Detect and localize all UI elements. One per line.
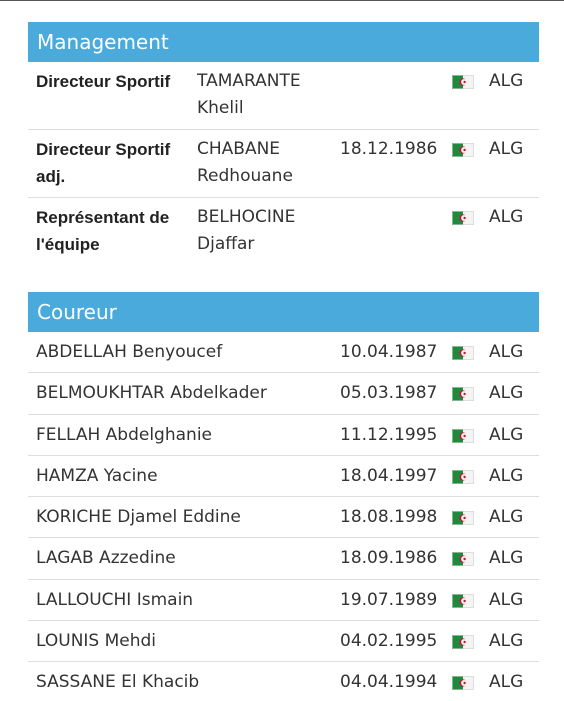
algeria-flag-icon bbox=[452, 428, 474, 443]
rider-row: LOUNIS Mehdi 04.02.1995 ALG bbox=[28, 621, 539, 663]
nationality-code: ALG bbox=[489, 207, 524, 227]
nationality-code: ALG bbox=[489, 631, 524, 652]
nationality-code: ALG bbox=[489, 383, 524, 404]
staff-name-link[interactable]: BELHOCINE Djaffar bbox=[197, 207, 296, 254]
rider-row: BELMOUKHTAR Abdelkader 05.03.1987 ALG bbox=[28, 373, 539, 415]
rider-birthdate: 10.04.1987 bbox=[340, 342, 438, 362]
rider-birthdate: 19.07.1989 bbox=[340, 589, 438, 610]
management-row: Représentant de l'équipe BELHOCINE Djaff… bbox=[28, 198, 539, 266]
rider-name-link[interactable]: BELMOUKHTAR Abdelkader bbox=[36, 383, 267, 404]
rider-birthdate: 04.04.1994 bbox=[340, 672, 438, 693]
rider-row: LAGAB Azzedine 18.09.1986 ALG bbox=[28, 538, 539, 580]
rider-name-link[interactable]: FELLAH Abdelghanie bbox=[36, 424, 213, 445]
algeria-flag-icon bbox=[452, 75, 474, 89]
rider-row: KORICHE Djamel Eddine 18.08.1998 ALG bbox=[28, 497, 539, 539]
staff-role: Représentant de l'équipe bbox=[36, 208, 170, 254]
rider-name-link[interactable]: LOUNIS Mehdi bbox=[36, 631, 157, 652]
rider-name-link[interactable]: SASSANE El Khacib bbox=[36, 672, 200, 693]
management-header: Management bbox=[28, 22, 539, 62]
rider-row: SASSANE El Khacib 04.04.1994 ALG bbox=[28, 662, 539, 701]
riders-section: Coureur ABDELLAH Benyoucef 10.04.1987 AL… bbox=[28, 292, 539, 701]
rider-row: HAMZA Yacine 18.04.1997 ALG bbox=[28, 456, 539, 498]
staff-name-link[interactable]: TAMARANTE Khelil bbox=[197, 71, 301, 118]
staff-role: Directeur Sportif bbox=[36, 72, 171, 91]
nationality-code: ALG bbox=[489, 465, 524, 486]
nationality-code: ALG bbox=[489, 507, 524, 528]
nationality-code: ALG bbox=[489, 548, 524, 569]
nationality-code: ALG bbox=[489, 424, 524, 445]
nationality-code: ALG bbox=[489, 139, 524, 159]
management-row: Directeur Sportif adj. CHABANE Redhouane… bbox=[28, 130, 539, 198]
algeria-flag-icon bbox=[452, 143, 474, 157]
rider-name-link[interactable]: LALLOUCHI Ismain bbox=[36, 589, 194, 610]
staff-role: Directeur Sportif adj. bbox=[36, 140, 171, 186]
nationality-code: ALG bbox=[489, 342, 524, 362]
rider-birthdate: 18.04.1997 bbox=[340, 465, 438, 486]
rider-birthdate: 18.09.1986 bbox=[340, 548, 438, 569]
rider-birthdate: 04.02.1995 bbox=[340, 631, 438, 652]
rider-row: LALLOUCHI Ismain 19.07.1989 ALG bbox=[28, 580, 539, 622]
rider-row: FELLAH Abdelghanie 11.12.1995 ALG bbox=[28, 415, 539, 456]
rider-name-link[interactable]: LAGAB Azzedine bbox=[36, 548, 176, 569]
nationality-code: ALG bbox=[489, 589, 524, 610]
rider-name-link[interactable]: KORICHE Djamel Eddine bbox=[36, 507, 241, 528]
rider-row: ABDELLAH Benyoucef 10.04.1987 ALG bbox=[28, 332, 539, 374]
top-divider bbox=[0, 0, 564, 1]
algeria-flag-icon bbox=[452, 211, 474, 225]
rider-birthdate: 11.12.1995 bbox=[340, 424, 438, 445]
staff-name-link[interactable]: CHABANE Redhouane bbox=[197, 139, 293, 186]
algeria-flag-icon bbox=[452, 346, 474, 360]
rider-birthdate: 18.08.1998 bbox=[340, 507, 438, 528]
algeria-flag-icon bbox=[452, 635, 474, 650]
algeria-flag-icon bbox=[452, 387, 474, 402]
algeria-flag-icon bbox=[452, 469, 474, 484]
rider-birthdate: 05.03.1987 bbox=[340, 383, 438, 404]
algeria-flag-icon bbox=[452, 593, 474, 608]
staff-birthdate: 18.12.1986 bbox=[340, 139, 438, 159]
algeria-flag-icon bbox=[452, 511, 474, 526]
nationality-code: ALG bbox=[489, 71, 524, 91]
riders-header: Coureur bbox=[28, 292, 539, 332]
management-section: Management Directeur Sportif TAMARANTE K… bbox=[28, 22, 539, 266]
rider-name-link[interactable]: ABDELLAH Benyoucef bbox=[36, 342, 223, 362]
nationality-code: ALG bbox=[489, 672, 524, 693]
algeria-flag-icon bbox=[452, 676, 474, 691]
management-row: Directeur Sportif TAMARANTE Khelil ALG bbox=[28, 62, 539, 130]
rider-name-link[interactable]: HAMZA Yacine bbox=[36, 465, 158, 486]
algeria-flag-icon bbox=[452, 552, 474, 567]
